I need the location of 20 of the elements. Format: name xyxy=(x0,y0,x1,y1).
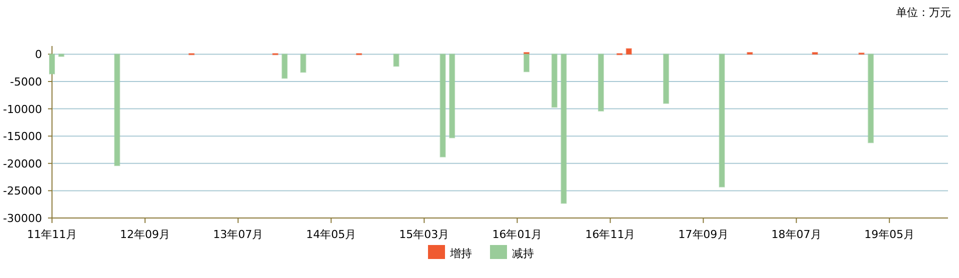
x-tick-label: 17年09月 xyxy=(678,228,728,241)
x-tick-label: 19年05月 xyxy=(864,228,914,241)
x-tick-label: 15年03月 xyxy=(399,228,450,241)
x-tick-label: 18年07月 xyxy=(771,228,822,241)
y-tick-label: -10000 xyxy=(3,102,42,116)
x-tick-label: 13年07月 xyxy=(213,228,264,241)
y-tick-label: -20000 xyxy=(3,157,42,170)
legend-label: 减持 xyxy=(512,247,534,260)
x-tick-label: 16年11月 xyxy=(585,228,636,241)
x-tick-label: 14年05月 xyxy=(306,228,356,241)
y-tick-label: -30000 xyxy=(3,212,42,225)
y-tick-label: -15000 xyxy=(3,130,42,144)
y-tick-label: -25000 xyxy=(3,184,42,198)
x-tick-label: 11年11月 xyxy=(27,228,77,241)
x-tick-label: 12年09月 xyxy=(120,228,170,241)
legend-label: 增持 xyxy=(449,247,472,260)
y-tick-label: -5000 xyxy=(10,75,42,88)
y-tick-label: 0 xyxy=(35,48,42,62)
x-tick-label: 16年01月 xyxy=(492,228,542,241)
text: 单位：万元 xyxy=(896,6,951,19)
